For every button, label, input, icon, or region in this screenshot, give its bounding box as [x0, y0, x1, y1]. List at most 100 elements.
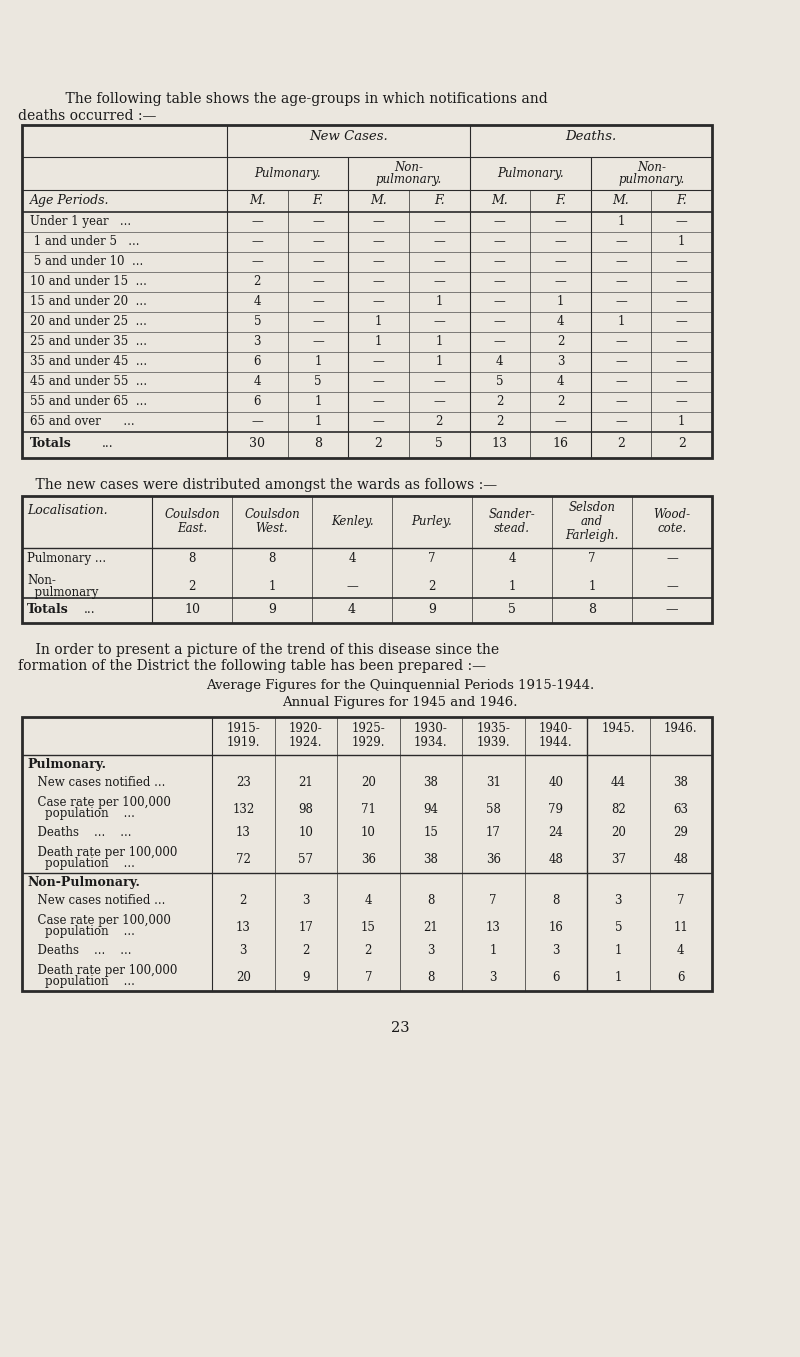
Text: 79: 79 [548, 803, 563, 816]
Text: 65 and over      ...: 65 and over ... [30, 415, 134, 427]
Text: 2: 2 [302, 944, 310, 957]
Text: M.: M. [370, 194, 387, 208]
Text: 1: 1 [614, 944, 622, 957]
Text: and: and [581, 516, 603, 528]
Text: pulmonary: pulmonary [27, 586, 98, 598]
Text: 2: 2 [557, 395, 564, 408]
Text: formation of the District the following table has been prepared :—: formation of the District the following … [18, 660, 486, 673]
Text: —: — [434, 255, 445, 267]
Text: 1944.: 1944. [539, 735, 573, 749]
Text: 1: 1 [557, 294, 564, 308]
Text: Selsdon: Selsdon [569, 501, 615, 514]
Text: —: — [434, 375, 445, 388]
Text: —: — [434, 214, 445, 228]
Text: 8: 8 [188, 552, 196, 565]
Text: 35 and under 45  ...: 35 and under 45 ... [30, 356, 147, 368]
Text: —: — [373, 235, 385, 248]
Text: 2: 2 [428, 579, 436, 593]
Text: The new cases were distributed amongst the wards as follows :—: The new cases were distributed amongst t… [18, 478, 497, 493]
Text: cote.: cote. [658, 522, 686, 535]
Text: Deaths    ...    ...: Deaths ... ... [30, 826, 131, 839]
Text: The following table shows the age-groups in which notifications and: The following table shows the age-groups… [48, 92, 548, 106]
Text: Kenley.: Kenley. [330, 516, 374, 528]
Text: —: — [554, 235, 566, 248]
Text: Annual Figures for 1945 and 1946.: Annual Figures for 1945 and 1946. [282, 696, 518, 708]
Text: M.: M. [491, 194, 508, 208]
Text: F.: F. [313, 194, 323, 208]
Text: —: — [373, 214, 385, 228]
Text: 1934.: 1934. [414, 735, 447, 749]
Text: 1 and under 5   ...: 1 and under 5 ... [30, 235, 139, 248]
Text: 3: 3 [490, 972, 497, 984]
Text: 3: 3 [614, 894, 622, 906]
Text: 38: 38 [423, 854, 438, 866]
Text: —: — [494, 214, 506, 228]
Text: —: — [494, 255, 506, 267]
Text: 2: 2 [617, 437, 625, 451]
Text: 1: 1 [268, 579, 276, 593]
Text: Average Figures for the Quinquennial Periods 1915-1944.: Average Figures for the Quinquennial Per… [206, 678, 594, 692]
Text: —: — [434, 275, 445, 288]
Text: Coulsdon: Coulsdon [244, 508, 300, 521]
Text: 1939.: 1939. [477, 735, 510, 749]
Text: Localisation.: Localisation. [27, 503, 108, 517]
Text: Non-: Non- [27, 574, 56, 588]
Text: West.: West. [256, 522, 288, 535]
Text: 21: 21 [298, 776, 313, 788]
Text: 17: 17 [298, 921, 313, 934]
Text: 63: 63 [674, 803, 688, 816]
Text: 1915-: 1915- [226, 722, 260, 735]
Text: 98: 98 [298, 803, 313, 816]
Text: —: — [615, 375, 627, 388]
Text: 1: 1 [375, 335, 382, 347]
Text: 5: 5 [614, 921, 622, 934]
Text: 9: 9 [428, 603, 436, 616]
Text: —: — [373, 294, 385, 308]
Text: 1: 1 [678, 235, 686, 248]
Text: 13: 13 [492, 437, 508, 451]
Text: 8: 8 [552, 894, 559, 906]
Text: 4: 4 [508, 552, 516, 565]
Text: 3: 3 [557, 356, 564, 368]
Text: 1924.: 1924. [289, 735, 322, 749]
Text: —: — [676, 275, 687, 288]
Text: Sander-: Sander- [489, 508, 535, 521]
Text: —: — [676, 315, 687, 328]
Text: ...: ... [84, 603, 96, 616]
Text: 4: 4 [677, 944, 685, 957]
Text: —: — [312, 275, 324, 288]
Text: Pulmonary.: Pulmonary. [27, 759, 106, 771]
Text: 4: 4 [254, 294, 261, 308]
Text: Deaths.: Deaths. [565, 130, 616, 142]
Text: 1930-: 1930- [414, 722, 448, 735]
Text: 3: 3 [302, 894, 310, 906]
Text: 4: 4 [254, 375, 261, 388]
Text: —: — [676, 294, 687, 308]
Text: 3: 3 [239, 944, 247, 957]
Text: Non-: Non- [394, 161, 423, 174]
Text: —: — [434, 235, 445, 248]
Text: 3: 3 [552, 944, 559, 957]
Text: —: — [615, 395, 627, 408]
Text: 5: 5 [496, 375, 503, 388]
Text: deaths occurred :—: deaths occurred :— [18, 109, 156, 123]
Text: —: — [676, 255, 687, 267]
Text: 20: 20 [361, 776, 376, 788]
Text: —: — [251, 255, 263, 267]
Text: —: — [312, 315, 324, 328]
Text: 1: 1 [314, 395, 322, 408]
Text: Pulmonary.: Pulmonary. [497, 167, 563, 180]
Text: F.: F. [555, 194, 566, 208]
Text: Non-: Non- [637, 161, 666, 174]
Text: 1: 1 [588, 579, 596, 593]
Text: Under 1 year   ...: Under 1 year ... [30, 214, 131, 228]
Text: 8: 8 [588, 603, 596, 616]
Text: 40: 40 [548, 776, 563, 788]
Text: —: — [676, 375, 687, 388]
Text: 1935-: 1935- [476, 722, 510, 735]
Text: New Cases.: New Cases. [309, 130, 388, 142]
Text: 5: 5 [508, 603, 516, 616]
Text: 7: 7 [428, 552, 436, 565]
Text: —: — [312, 335, 324, 347]
Text: In order to present a picture of the trend of this disease since the: In order to present a picture of the tre… [18, 643, 499, 657]
